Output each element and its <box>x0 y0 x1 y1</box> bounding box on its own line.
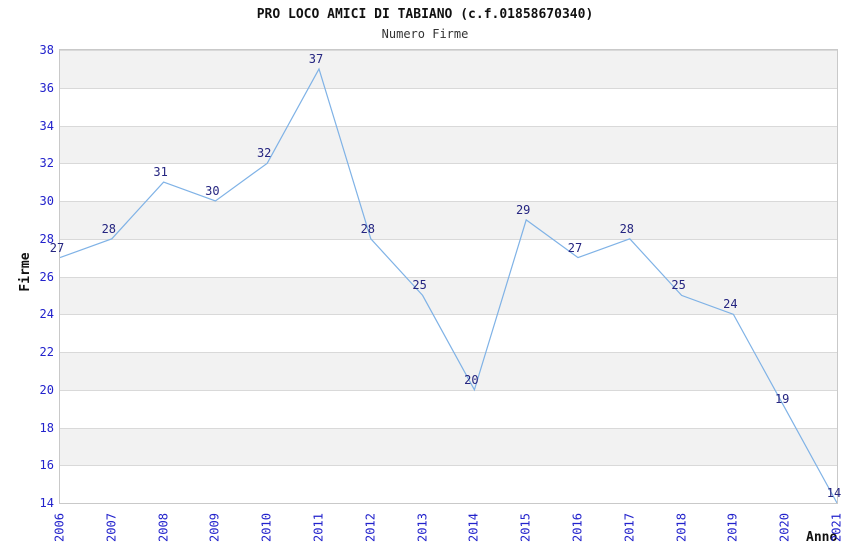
data-point-label: 20 <box>464 372 479 387</box>
y-tick-label: 26 <box>39 269 54 284</box>
y-tick-label: 20 <box>39 382 54 397</box>
plot-band <box>60 163 837 201</box>
data-point-label: 19 <box>774 391 790 406</box>
chart-title: PRO LOCO AMICI DI TABIANO (c.f.018586703… <box>256 7 594 22</box>
x-tick-label: 2008 <box>156 513 171 542</box>
x-tick-label: 2009 <box>207 513 222 542</box>
chart-subtitle: Numero Firme <box>381 27 469 41</box>
plot-band <box>60 238 837 277</box>
plot-area <box>59 49 838 504</box>
data-point-label: 25 <box>671 278 686 293</box>
plot-band <box>60 125 837 164</box>
x-tick-label: 2018 <box>674 513 689 542</box>
plot-band <box>60 465 837 503</box>
y-tick-label: 30 <box>39 194 54 208</box>
plot-band <box>60 314 837 352</box>
x-tick-label: 2016 <box>570 513 585 542</box>
x-tick-label: 2020 <box>777 513 792 542</box>
y-tick-label: 22 <box>39 345 54 359</box>
y-tick-label: 36 <box>39 80 54 95</box>
y-tick-label: 14 <box>39 496 54 510</box>
data-point-label: 30 <box>205 184 220 198</box>
y-tick-label: 18 <box>39 420 54 435</box>
data-point-label: 14 <box>826 486 842 500</box>
y-tick-label: 32 <box>39 156 54 171</box>
plot-band <box>60 389 837 428</box>
plot-band <box>60 352 837 390</box>
series-polyline <box>59 67 838 504</box>
data-point-label: 28 <box>101 221 117 236</box>
data-point-label: 28 <box>619 221 635 236</box>
plot-band <box>60 427 837 466</box>
data-point-label: 29 <box>515 202 531 217</box>
line-series <box>59 67 838 504</box>
data-point-label: 31 <box>153 165 168 180</box>
y-tick-label: 16 <box>39 458 54 473</box>
x-tick-label: 2021 <box>829 513 844 542</box>
x-axis-title: Anno <box>806 530 838 545</box>
x-tick-label: 2019 <box>725 513 740 542</box>
x-tick-label: 2014 <box>466 513 481 542</box>
y-tick-label: 38 <box>39 43 54 57</box>
plot-band <box>60 50 837 88</box>
x-tick-label: 2013 <box>415 513 430 542</box>
x-tick-label: 2010 <box>259 513 274 542</box>
data-point-label: 25 <box>412 278 427 293</box>
x-tick-label: 2006 <box>52 513 67 542</box>
y-tick-label: 28 <box>39 231 54 246</box>
data-point-label: 27 <box>567 240 583 255</box>
x-tick-label: 2017 <box>622 513 637 542</box>
plot-band <box>60 87 837 126</box>
plot-band <box>60 201 837 239</box>
data-point-label: 24 <box>723 297 738 312</box>
x-tick-label: 2007 <box>104 513 119 542</box>
x-tick-label: 2012 <box>363 513 378 542</box>
plot-band <box>60 276 837 315</box>
data-point-label: 28 <box>360 221 376 236</box>
data-point-label: 27 <box>49 240 65 255</box>
data-point-label: 37 <box>308 51 324 66</box>
y-tick-label: 24 <box>39 307 54 322</box>
x-tick-label: 2011 <box>311 513 326 542</box>
x-tick-label: 2015 <box>518 513 533 542</box>
data-point-label: 32 <box>256 146 272 161</box>
y-tick-label: 34 <box>39 118 54 133</box>
